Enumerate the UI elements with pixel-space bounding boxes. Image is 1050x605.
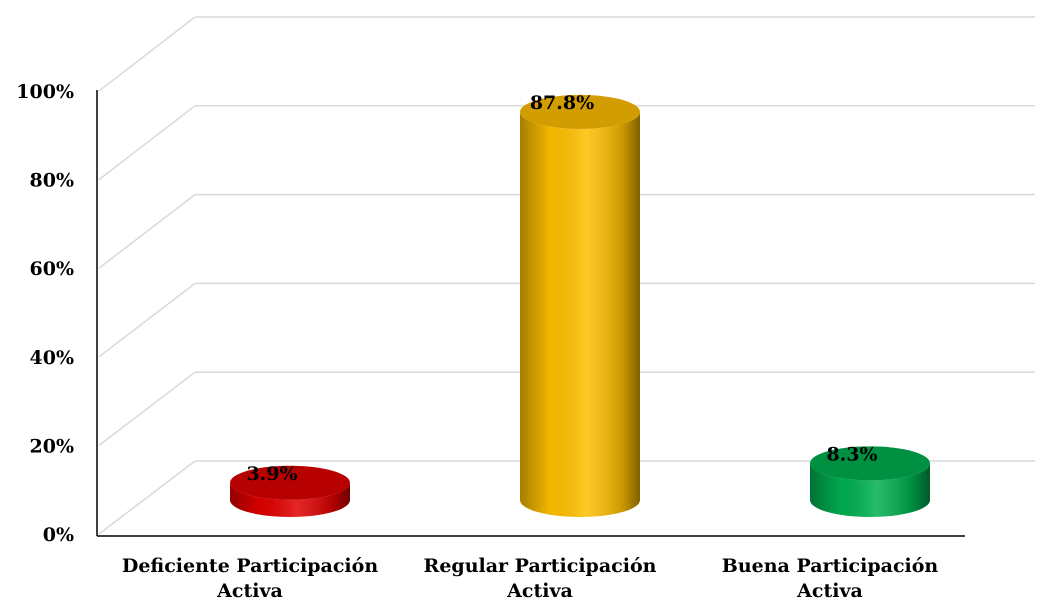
grid-line-side <box>98 105 196 181</box>
grid-line-side <box>98 460 196 535</box>
x-tick-label: Deficiente Participación Activa <box>122 555 378 602</box>
bar-shade <box>520 111 640 517</box>
y-tick-label: 40% <box>30 347 75 369</box>
bars: 3.9% 87.8% 8.3% <box>230 92 930 517</box>
grid-line-side <box>98 282 196 358</box>
bar-top <box>810 446 930 481</box>
bar <box>520 94 640 517</box>
y-tick-label: 60% <box>30 258 75 280</box>
grid-line-side <box>98 194 196 269</box>
bar <box>810 446 930 517</box>
x-tick-label: Buena Participación Activa <box>722 555 939 602</box>
bar-top-shade <box>230 465 350 500</box>
bar-top-shade <box>810 446 930 481</box>
x-tick-label: Regular Participación Activa <box>424 555 657 602</box>
grid-line-side <box>98 16 196 92</box>
bar-shade <box>230 482 350 517</box>
bar-top <box>520 94 640 129</box>
data-label: 8.3% <box>826 443 877 465</box>
bar-shade <box>810 463 930 517</box>
bar-top-shade <box>520 94 640 129</box>
data-label: 3.9% <box>246 463 297 485</box>
data-label: 87.8% <box>530 92 594 114</box>
y-tick-label: 80% <box>30 170 75 192</box>
y-tick-label: 20% <box>30 435 75 457</box>
y-tick-label: 0% <box>43 524 74 546</box>
bar <box>230 465 350 517</box>
bar-top <box>230 465 350 500</box>
grid-line-side <box>98 371 196 446</box>
y-tick-label: 100% <box>16 81 74 103</box>
